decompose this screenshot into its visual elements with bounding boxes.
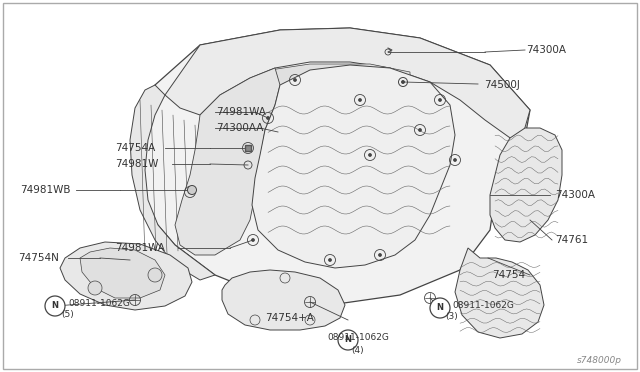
Circle shape	[148, 268, 162, 282]
Polygon shape	[455, 248, 544, 338]
Text: s748000p: s748000p	[577, 356, 622, 365]
Text: (4): (4)	[352, 346, 364, 355]
Text: 74300AA: 74300AA	[216, 123, 264, 133]
Text: 08911-1062G: 08911-1062G	[452, 301, 514, 311]
Text: N: N	[436, 304, 444, 312]
Circle shape	[252, 238, 255, 241]
Polygon shape	[270, 64, 410, 106]
Text: 08911-1062G: 08911-1062G	[68, 299, 130, 308]
Circle shape	[338, 330, 358, 350]
Circle shape	[328, 259, 332, 262]
Circle shape	[189, 190, 191, 193]
Polygon shape	[60, 242, 192, 310]
Text: 74761: 74761	[555, 235, 588, 245]
Text: 74981W: 74981W	[115, 159, 158, 169]
Text: 74754+A: 74754+A	[266, 313, 314, 323]
Text: N: N	[344, 336, 351, 344]
Circle shape	[45, 296, 65, 316]
Polygon shape	[165, 28, 530, 145]
Text: (3): (3)	[445, 312, 458, 321]
Polygon shape	[80, 248, 165, 298]
Polygon shape	[222, 270, 345, 330]
Circle shape	[188, 186, 196, 195]
Circle shape	[454, 158, 456, 161]
Text: 74981WA: 74981WA	[115, 243, 165, 253]
Text: 08911-1062G: 08911-1062G	[327, 334, 389, 343]
Polygon shape	[140, 28, 530, 305]
Circle shape	[369, 154, 371, 157]
Circle shape	[401, 80, 404, 83]
Circle shape	[378, 253, 381, 257]
Text: 74300A: 74300A	[555, 190, 595, 200]
Text: 74300A: 74300A	[526, 45, 566, 55]
Circle shape	[88, 281, 102, 295]
Polygon shape	[490, 128, 562, 242]
Circle shape	[438, 99, 442, 102]
Circle shape	[430, 298, 450, 318]
Polygon shape	[175, 68, 280, 255]
Text: 74981WB: 74981WB	[20, 185, 70, 195]
Text: 74754: 74754	[492, 270, 525, 280]
Text: N: N	[51, 301, 58, 311]
Polygon shape	[275, 102, 415, 141]
Circle shape	[246, 147, 250, 150]
Text: (5): (5)	[61, 311, 74, 320]
Text: 74981WA: 74981WA	[216, 107, 266, 117]
Text: 74754N: 74754N	[18, 253, 59, 263]
Text: 74754A: 74754A	[115, 143, 156, 153]
Polygon shape	[252, 65, 455, 268]
Circle shape	[419, 128, 422, 131]
Polygon shape	[130, 85, 215, 280]
Circle shape	[266, 116, 269, 119]
Circle shape	[294, 78, 296, 81]
Circle shape	[358, 99, 362, 102]
Text: 74500J: 74500J	[484, 80, 520, 90]
